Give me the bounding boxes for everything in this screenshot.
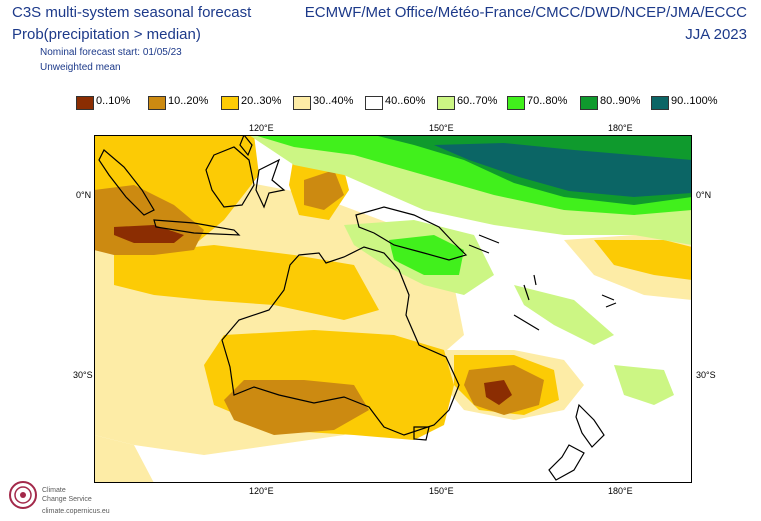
legend-label: 10..20% — [168, 95, 209, 107]
coastline-new-caledonia — [513, 314, 540, 331]
legend-label: 90..100% — [671, 95, 718, 107]
coastline-sulawesi — [255, 158, 286, 209]
lon-tick-bottom: 180°E — [608, 486, 633, 496]
lon-tick-top: 180°E — [608, 123, 633, 133]
coastline-nz-south — [548, 444, 585, 481]
lon-tick-top: 150°E — [429, 123, 454, 133]
forecast-centres: ECMWF/Met Office/Météo-France/CMCC/DWD/N… — [304, 4, 747, 21]
lat-tick-left: 30°S — [73, 370, 93, 380]
legend-label: 0..10% — [96, 95, 131, 107]
legend-label: 30..40% — [313, 95, 354, 107]
chart-title: C3S multi-system seasonal forecast — [12, 4, 252, 21]
coastlines — [98, 135, 617, 481]
precip-region-20-30 — [114, 245, 379, 320]
legend-swatch — [651, 96, 669, 110]
coastline-solomon — [468, 234, 500, 254]
legend-swatch — [293, 96, 311, 110]
forecast-start: Nominal forecast start: 01/05/23 — [40, 47, 182, 58]
lat-tick-left: 0°N — [76, 190, 92, 200]
legend-swatch — [437, 96, 455, 110]
copernicus-logo-icon — [9, 481, 37, 509]
legend-swatch — [148, 96, 166, 110]
precip-region-20-30 — [594, 240, 692, 280]
legend-swatch — [365, 96, 383, 110]
logo-text-service: Change Service — [42, 496, 92, 503]
legend-label: 80..90% — [600, 95, 641, 107]
precip-region-10-20 — [224, 380, 369, 435]
coastline-java — [153, 219, 241, 236]
legend-swatch — [507, 96, 525, 110]
legend: 0..10% 10..20% 20..30% 30..40% 40..60% 6… — [76, 95, 736, 110]
lon-tick-bottom: 120°E — [249, 486, 274, 496]
coastline-fiji — [601, 294, 617, 308]
coastline-new-guinea — [355, 206, 468, 261]
coastline-borneo — [205, 146, 255, 208]
lat-tick-right: 0°N — [696, 190, 712, 200]
precip-region-30-40 — [94, 435, 154, 483]
lon-tick-top: 120°E — [249, 123, 274, 133]
coastline-tasmania — [413, 426, 430, 441]
mean-type: Unweighted mean — [40, 62, 121, 73]
lon-tick-bottom: 150°E — [429, 486, 454, 496]
precip-region-60-70 — [614, 365, 674, 405]
legend-swatch — [76, 96, 94, 110]
legend-label: 60..70% — [457, 95, 498, 107]
legend-swatch — [580, 96, 598, 110]
precip-region-60-70 — [514, 285, 614, 345]
precip-region-0-10 — [484, 380, 512, 405]
lat-tick-right: 30°S — [696, 370, 716, 380]
map-frame — [94, 135, 692, 483]
coastline-nz-north — [575, 403, 605, 448]
coastline-sumatra — [98, 149, 155, 216]
legend-swatch — [221, 96, 239, 110]
coastline-philippines — [239, 135, 253, 157]
legend-label: 70..80% — [527, 95, 568, 107]
coastline-vanuatu — [523, 274, 537, 301]
legend-label: 20..30% — [241, 95, 282, 107]
chart-subtitle: Prob(precipitation > median) — [12, 26, 201, 43]
logo-url: climate.copernicus.eu — [42, 508, 110, 515]
precip-region-0-10 — [114, 225, 184, 243]
logo-text-climate: Climate — [42, 487, 66, 494]
season-label: JJA 2023 — [685, 26, 747, 43]
precip-region-70-80 — [389, 235, 464, 275]
legend-label: 40..60% — [385, 95, 426, 107]
precip-region-10-20 — [304, 170, 344, 210]
precip-region-90-100 — [434, 143, 692, 197]
coastline-australia — [221, 246, 460, 436]
forecast-map — [94, 135, 692, 483]
